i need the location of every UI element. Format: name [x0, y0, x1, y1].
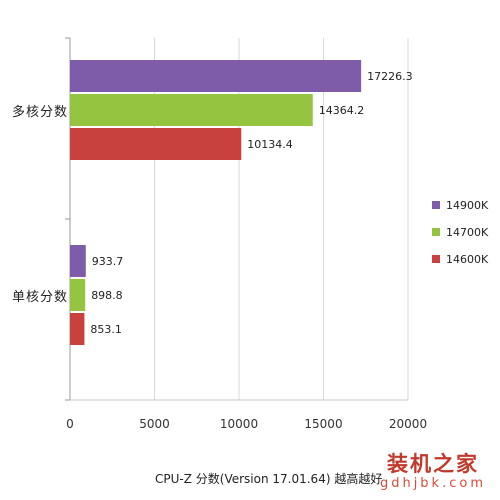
watermark-url: gdhjbk.com	[379, 476, 486, 491]
legend-label: 14900K	[446, 199, 489, 212]
bar	[70, 60, 362, 92]
watermark-title: 装机之家	[386, 452, 479, 476]
data-label: 10134.4	[247, 138, 293, 151]
bar	[70, 128, 242, 160]
legend-swatch	[432, 228, 440, 236]
watermark-logo: 装机之家 gdhjbk.com	[380, 452, 486, 492]
bar	[70, 279, 86, 311]
labels: 0 5000 10000 15000 20000 17226.3 14364.2 10134.…	[12, 70, 427, 431]
x-tick-label: 5000	[139, 417, 170, 431]
x-tick-label: 15000	[304, 417, 342, 431]
x-tick-label: 0	[66, 417, 74, 431]
category-label: 多核分数	[12, 104, 68, 120]
data-label: 933.7	[92, 255, 124, 268]
legend-label: 14600K	[446, 253, 489, 266]
data-label: 898.8	[91, 289, 123, 302]
x-tick-label: 20000	[389, 417, 427, 431]
data-label: 853.1	[90, 323, 122, 336]
bar	[70, 245, 86, 277]
bars	[70, 60, 362, 345]
data-label: 17226.3	[367, 70, 413, 83]
caption-text: CPU-Z 分数(Version 17.01.64) 越高越好	[155, 472, 383, 486]
data-label: 14364.2	[319, 104, 365, 117]
legend-label: 14700K	[446, 226, 489, 239]
category-label: 单核分数	[12, 290, 68, 305]
chart-caption: CPU-Z 分数(Version 17.01.64) 越高越好	[155, 470, 382, 487]
bar	[70, 313, 85, 345]
legend: 14900K 14700K 14600K	[432, 199, 489, 266]
legend-swatch	[432, 201, 440, 209]
x-tick-label: 10000	[220, 417, 258, 431]
bar	[70, 94, 313, 126]
legend-swatch	[432, 255, 440, 263]
